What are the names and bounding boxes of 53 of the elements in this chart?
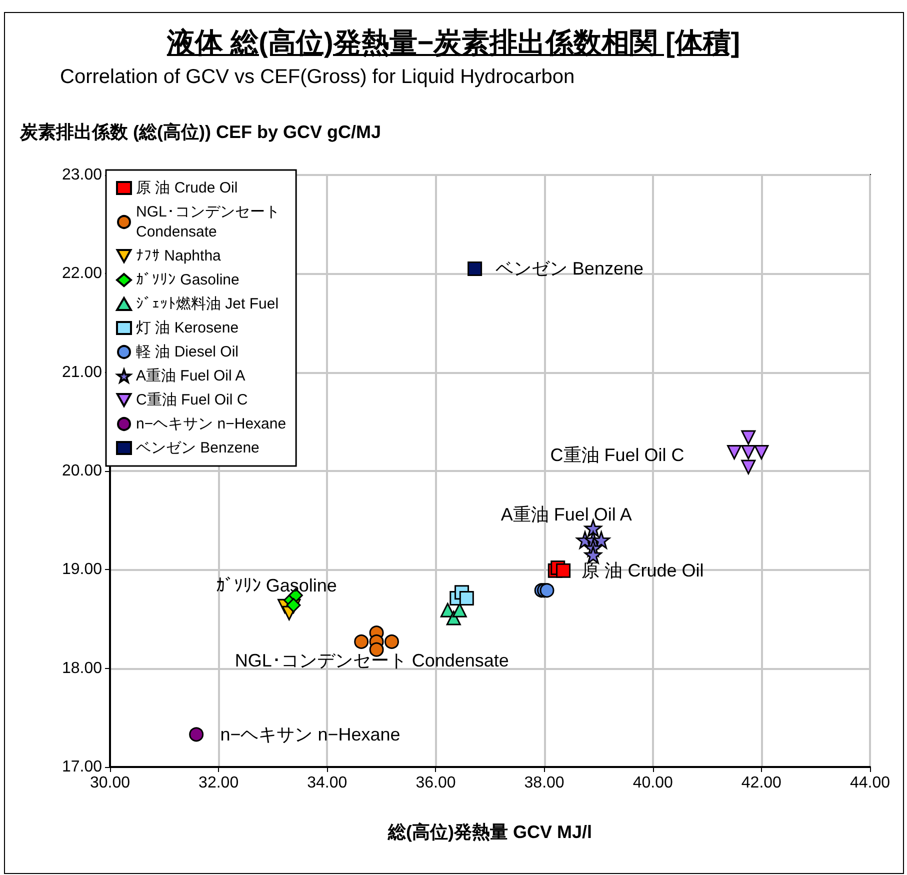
point xyxy=(556,563,571,578)
annotation: ｶﾞｿﾘﾝ Gasoline xyxy=(216,575,337,596)
annotation: n−ヘキサン n−Hexane xyxy=(220,724,400,744)
point xyxy=(354,634,369,649)
y-tick-label: 20.00 xyxy=(62,462,102,480)
x-tick-label: 40.00 xyxy=(632,774,673,792)
point xyxy=(369,642,384,657)
x-tick-label: 32.00 xyxy=(198,774,239,792)
legend-label: 原 油 Crude Oil xyxy=(136,180,238,196)
y-tick-label: 23.00 xyxy=(62,166,102,184)
x-tick-label: 30.00 xyxy=(90,774,130,792)
y-tick-label: 17.00 xyxy=(62,758,102,776)
legend-label: 軽 油 Diesel Oil xyxy=(136,344,239,360)
point xyxy=(727,445,742,460)
y-tick-label: 21.00 xyxy=(62,364,102,381)
point xyxy=(741,460,756,474)
y-tick-label: 22.00 xyxy=(62,265,102,282)
x-tick-label: 38.00 xyxy=(524,774,564,792)
annotation: ベンゼン Benzene xyxy=(495,258,644,279)
x-tick-label: 36.00 xyxy=(416,774,456,792)
annotation: 原 油 Crude Oil xyxy=(582,560,704,581)
point xyxy=(584,519,602,537)
annotation: NGL･コンデンセート Condensate xyxy=(234,650,509,670)
y-tick-label: 18.00 xyxy=(62,660,102,677)
chart-subtitle: Correlation of GCV vs CEF(Gross) for Liquid Hydrocarbon xyxy=(60,66,575,89)
x-tick-label: 42.00 xyxy=(741,774,782,792)
point xyxy=(741,445,756,460)
x-tick-label: 34.00 xyxy=(307,774,348,792)
chart-title: 液体 総(高位)発熱量−炭素排出係数相関 [体積] xyxy=(166,26,742,60)
legend-label: C重油 Fuel Oil C xyxy=(136,392,248,408)
point xyxy=(741,430,756,445)
y-axis-title: 炭素排出係数 (総(高位)) CEF by GCV gC/MJ xyxy=(20,121,381,144)
legend-label: 灯 油 Kerosene xyxy=(136,320,239,336)
legend-label: A重油 Fuel Oil A xyxy=(136,368,246,384)
point xyxy=(754,445,769,460)
legend-label: n−ヘキサン n−Hexane xyxy=(136,416,286,432)
point xyxy=(440,602,455,618)
point xyxy=(584,546,602,564)
legend-label: ｼﾞｪｯﾄ燃料油 Jet Fuel xyxy=(136,296,279,312)
legend-label: ベンゼン Benzene xyxy=(136,440,260,456)
point xyxy=(468,261,482,276)
legend-label: ﾅﾌｻ Naphtha xyxy=(136,248,222,264)
point xyxy=(189,727,204,742)
point xyxy=(384,634,399,649)
point xyxy=(592,531,610,549)
point xyxy=(459,591,474,606)
legend-label: ｶﾞｿﾘﾝ Gasoline xyxy=(136,272,240,288)
annotation: A重油 Fuel Oil A xyxy=(500,504,632,524)
y-tick-label: 19.00 xyxy=(62,561,102,578)
annotation: C重油 Fuel Oil C xyxy=(550,445,684,466)
legend-label: NGL･コンデンセート Condensate xyxy=(136,204,280,240)
x-tick-label: 44.00 xyxy=(850,774,890,792)
x-axis-title: 総(高位)発熱量 GCV MJ/l xyxy=(386,821,593,844)
